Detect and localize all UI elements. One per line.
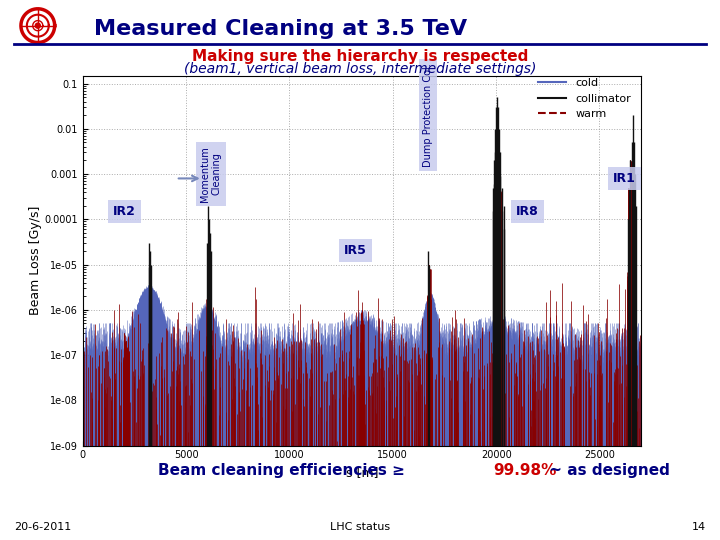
Text: Measured Cleaning at 3.5 TeV: Measured Cleaning at 3.5 TeV [94, 19, 467, 39]
Text: IR8: IR8 [516, 205, 539, 218]
Text: Momentum
Cleaning: Momentum Cleaning [200, 146, 222, 202]
Text: LHC status: LHC status [330, 522, 390, 532]
Text: IR2: IR2 [113, 205, 135, 218]
Y-axis label: Beam Loss [Gy/s]: Beam Loss [Gy/s] [29, 206, 42, 315]
Text: IR1: IR1 [613, 172, 636, 185]
Circle shape [35, 23, 40, 28]
Text: IR5: IR5 [344, 245, 367, 258]
Text: 99.98%: 99.98% [493, 463, 557, 478]
Text: ~ as designed: ~ as designed [544, 463, 670, 478]
Text: 14: 14 [691, 522, 706, 532]
Legend: cold, collimator, warm: cold, collimator, warm [534, 74, 635, 124]
Text: Dump Protection Col.: Dump Protection Col. [423, 63, 433, 167]
Text: (beam1, vertical beam loss, intermediate settings): (beam1, vertical beam loss, intermediate… [184, 62, 536, 76]
Text: Making sure the hierarchy is respected: Making sure the hierarchy is respected [192, 49, 528, 64]
Text: 20-6-2011: 20-6-2011 [14, 522, 72, 532]
X-axis label: s [m]: s [m] [346, 466, 378, 479]
Text: Beam cleaning efficiencies ≥: Beam cleaning efficiencies ≥ [158, 463, 410, 478]
